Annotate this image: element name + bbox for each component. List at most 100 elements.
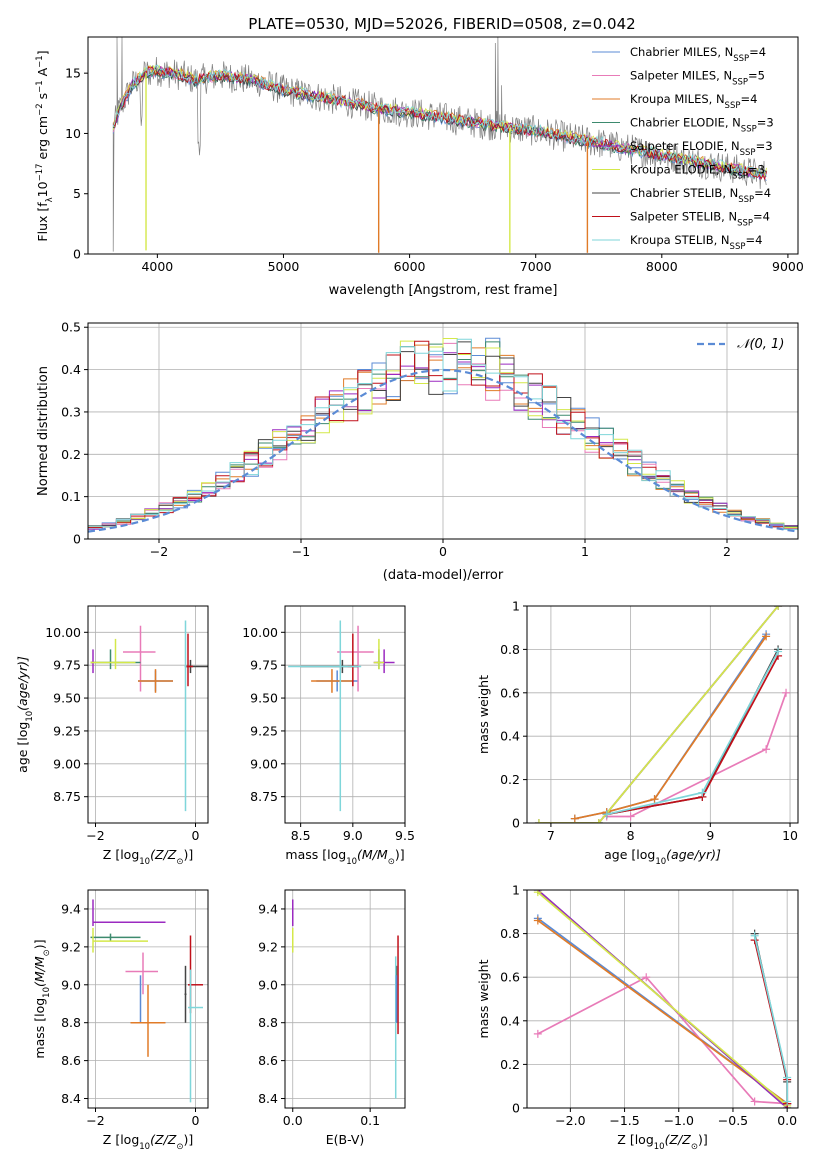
model-line-kroupa_stelib bbox=[112, 64, 767, 177]
tick-label-y: 8.8 bbox=[61, 1015, 81, 1030]
legend-label-chabrier_stelib: Chabrier STELIB, NSSP=4 bbox=[630, 186, 771, 205]
weight-marker-salpeter_miles bbox=[750, 1097, 759, 1106]
tick-label-x: −1.0 bbox=[664, 1113, 694, 1128]
weight-marker-kroupa_elodie bbox=[534, 819, 543, 823]
weight-marker-salpeter_miles bbox=[782, 688, 791, 697]
legend-label-gaussian: 𝒩(0, 1) bbox=[737, 337, 784, 352]
tick-label-x: 5000 bbox=[268, 259, 300, 274]
tick-label-x: −2 bbox=[150, 544, 168, 559]
tick-label-y: 1 bbox=[512, 883, 520, 898]
weight-marker-kroupa_stelib bbox=[774, 647, 783, 656]
tick-label-y: 9.2 bbox=[61, 939, 81, 954]
tick-label-y: 1 bbox=[512, 599, 520, 614]
tick-label-x: 7 bbox=[547, 828, 555, 843]
y-axis-label: mass weight bbox=[476, 959, 491, 1038]
tick-label-y: 5 bbox=[73, 186, 81, 201]
legend-label-salpeter_miles: Salpeter MILES, NSSP=5 bbox=[630, 69, 765, 88]
tick-label-y: 8.75 bbox=[53, 789, 81, 804]
weight-marker-kroupa_miles bbox=[762, 632, 771, 641]
tick-label-x: 8 bbox=[627, 828, 635, 843]
chart-mass_vs_Z: −2 0 8.4 8.6 8.8 9.0 9.2 9.4 Z [log10(Z/Z⊙)] mass… bbox=[32, 889, 209, 1152]
figure-title: PLATE=0530, MJD=52026, FIBERID=0508, z=0… bbox=[248, 15, 635, 33]
legend-label-kroupa_stelib: Kroupa STELIB, NSSP=4 bbox=[630, 233, 762, 252]
plot-area bbox=[534, 606, 791, 823]
tick-label-y: 9.4 bbox=[258, 901, 278, 916]
tick-label-y: 0.4 bbox=[500, 1013, 520, 1028]
tick-label-y: 8.4 bbox=[61, 1091, 81, 1106]
weight-marker-kroupa_elodie bbox=[533, 890, 542, 897]
tick-label-y: 0.6 bbox=[500, 970, 520, 985]
plot-area bbox=[288, 620, 395, 812]
weight-marker-kroupa_miles bbox=[570, 814, 579, 823]
weight-marker-kroupa_miles bbox=[533, 916, 542, 925]
tick-label-y: 9.25 bbox=[250, 723, 278, 738]
plot-area bbox=[291, 899, 399, 1099]
tick-label-y: 8.8 bbox=[258, 1015, 278, 1030]
axes-frame bbox=[526, 889, 799, 1109]
weight-line-kroupa_stelib bbox=[753, 935, 789, 1102]
weight-marker-salpeter_miles bbox=[642, 973, 651, 982]
chart-spectrum: 4000 5000 6000 7000 8000 9000 0 5 10 15 wavelength… bbox=[35, 36, 804, 298]
tick-label-y: 9.50 bbox=[53, 691, 81, 706]
tick-label-x: 0.1 bbox=[360, 1113, 380, 1128]
tick-label-x: 0.0 bbox=[777, 1113, 797, 1128]
tick-label-y: 9.00 bbox=[53, 756, 81, 771]
tick-label-x: 10 bbox=[782, 828, 798, 843]
tick-label-x: −1 bbox=[292, 544, 310, 559]
tick-label-y: 0.8 bbox=[500, 642, 520, 657]
tick-label-y: 10 bbox=[65, 126, 81, 141]
tick-label-x: 7000 bbox=[520, 259, 552, 274]
plot-area bbox=[90, 899, 203, 1103]
tick-label-x: 8000 bbox=[646, 259, 678, 274]
legend-label-salpeter_elodie: Salpeter ELODIE, NSSP=3 bbox=[630, 139, 773, 158]
tick-label-x: 6000 bbox=[394, 259, 426, 274]
plot-area bbox=[88, 337, 798, 533]
tick-label-x: 0 bbox=[439, 544, 447, 559]
y-axis-label: mass [log10(M/M⊙)] bbox=[32, 939, 52, 1058]
weight-marker-kroupa_stelib bbox=[783, 1097, 792, 1106]
tick-label-x: −2 bbox=[86, 828, 104, 843]
tick-label-x: −1.5 bbox=[609, 1113, 639, 1128]
legend-label-kroupa_elodie: Kroupa ELODIE, NSSP=3 bbox=[630, 163, 765, 182]
weight-marker-kroupa_miles bbox=[650, 795, 659, 804]
y-axis-label: mass weight bbox=[476, 675, 491, 754]
chart-age_vs_mass: 8.5 9.0 9.5 8.75 9.00 9.25 9.50 9.75 10.00 mass [… bbox=[242, 605, 415, 867]
weight-marker-kroupa_elodie bbox=[774, 606, 783, 610]
x-axis-label: mass [log10(M/M⊙)] bbox=[285, 847, 404, 867]
tick-label-y: 9.75 bbox=[250, 658, 278, 673]
weight-line-salpeter_miles bbox=[537, 976, 788, 1105]
tick-label-y: 0.2 bbox=[61, 447, 81, 462]
tick-label-y: 15 bbox=[65, 66, 81, 81]
tick-label-y: 0.1 bbox=[61, 489, 81, 504]
tick-label-x: 0 bbox=[192, 1113, 200, 1128]
gaussian-curve bbox=[88, 368, 798, 533]
axes-frame bbox=[87, 605, 209, 824]
weight-line-kroupa_elodie bbox=[539, 606, 779, 823]
tick-label-x: 9.5 bbox=[395, 828, 415, 843]
x-axis-label: Z [log10(Z/Z⊙)] bbox=[103, 1132, 193, 1152]
tick-label-y: 0.5 bbox=[61, 320, 81, 335]
x-axis-label: Z [log10(Z/Z⊙)] bbox=[617, 1132, 707, 1152]
plot-area bbox=[533, 890, 792, 1108]
weight-line-salpeter_stelib bbox=[606, 655, 779, 816]
tick-label-y: 0 bbox=[73, 247, 81, 262]
tick-label-y: 0.3 bbox=[61, 404, 81, 419]
weight-marker-kroupa_elodie bbox=[594, 819, 603, 823]
y-axis-label: age [log10(age/yr)] bbox=[15, 656, 35, 773]
weight-marker-salpeter_miles bbox=[533, 1029, 542, 1038]
weight-line-kroupa_miles bbox=[537, 919, 788, 1105]
tick-label-y: 9.0 bbox=[258, 977, 278, 992]
tick-label-x: 1 bbox=[581, 544, 589, 559]
tick-label-y: 0.4 bbox=[500, 729, 520, 744]
tick-label-y: 0.6 bbox=[500, 685, 520, 700]
legend-label-kroupa_miles: Kroupa MILES, NSSP=4 bbox=[630, 92, 757, 111]
chart-age_vs_Z: −2 0 8.75 9.00 9.25 9.50 9.75 10.00 Z [log10(Z/Z… bbox=[15, 605, 209, 867]
weight-marker-salpeter_miles bbox=[762, 745, 771, 754]
tick-label-y: 0 bbox=[512, 1101, 520, 1116]
legend: Chabrier MILES, NSSP=4 Salpeter MILES, NS… bbox=[592, 45, 774, 252]
legend-label-chabrier_elodie: Chabrier ELODIE, NSSP=3 bbox=[630, 116, 774, 135]
tick-label-y: 0 bbox=[512, 816, 520, 831]
axes-frame bbox=[526, 605, 799, 824]
tick-label-y: 0.2 bbox=[500, 772, 520, 787]
